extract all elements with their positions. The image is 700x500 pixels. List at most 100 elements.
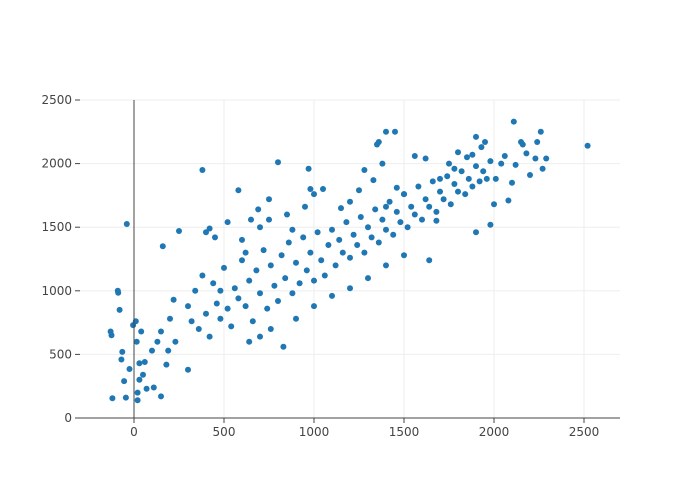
y-tick-label: 0	[64, 411, 72, 425]
data-point	[278, 252, 285, 259]
data-point	[136, 376, 143, 383]
data-point	[343, 219, 350, 226]
y-tick-label: 2000	[41, 157, 72, 171]
data-point	[289, 290, 296, 297]
data-point	[433, 208, 440, 215]
data-point	[482, 139, 488, 145]
data-point	[339, 249, 346, 256]
data-point	[138, 328, 145, 335]
data-point	[426, 203, 433, 210]
data-point	[159, 243, 166, 250]
data-point	[115, 289, 122, 296]
data-point	[361, 167, 368, 173]
data-point	[527, 172, 533, 178]
data-point	[379, 216, 386, 223]
data-points	[107, 118, 591, 404]
data-point	[537, 128, 544, 135]
data-point	[437, 175, 443, 182]
data-point	[455, 188, 461, 195]
data-point	[126, 366, 133, 372]
data-point	[483, 175, 490, 182]
data-point	[267, 262, 274, 269]
data-point	[397, 219, 404, 226]
y-tick-label: 500	[49, 347, 72, 361]
x-tick-label: 1500	[389, 425, 420, 439]
data-point	[392, 128, 398, 135]
data-point	[329, 292, 335, 299]
data-point	[357, 214, 364, 220]
data-point	[185, 303, 191, 310]
data-point	[305, 165, 312, 172]
data-point	[296, 280, 303, 287]
data-point	[321, 272, 328, 279]
data-point	[158, 393, 164, 400]
y-tick-label: 1000	[41, 284, 72, 298]
data-point	[210, 280, 217, 287]
data-point	[375, 239, 382, 246]
data-point	[192, 287, 199, 294]
data-point	[307, 186, 314, 192]
data-point	[492, 175, 499, 182]
data-point	[293, 315, 299, 322]
data-point	[543, 155, 550, 162]
data-point	[235, 187, 242, 194]
data-point	[158, 328, 164, 335]
data-point	[365, 224, 371, 231]
data-point	[271, 282, 278, 289]
data-point	[354, 242, 361, 248]
data-point	[170, 296, 177, 303]
data-point	[165, 347, 172, 354]
data-point	[302, 203, 308, 210]
data-point	[235, 295, 242, 302]
data-point	[370, 177, 377, 184]
data-point	[411, 211, 418, 218]
data-point	[383, 262, 389, 269]
data-point	[444, 173, 451, 180]
data-point	[347, 254, 353, 261]
data-point	[249, 318, 256, 325]
data-point	[264, 305, 271, 312]
data-point	[473, 133, 479, 140]
data-point	[199, 167, 206, 173]
y-tick-label: 1500	[41, 220, 72, 234]
data-point	[253, 267, 260, 274]
data-point	[487, 158, 494, 165]
data-point	[473, 229, 479, 236]
data-point	[451, 181, 458, 187]
data-point	[275, 298, 281, 304]
data-point	[224, 305, 231, 312]
data-point	[203, 229, 209, 236]
data-point	[280, 343, 287, 350]
data-point	[206, 225, 213, 232]
data-point	[512, 161, 519, 168]
data-point	[408, 203, 415, 210]
data-point	[393, 184, 400, 191]
data-point	[440, 196, 447, 203]
data-point	[134, 397, 141, 404]
data-point	[285, 239, 292, 246]
data-point	[311, 277, 317, 284]
data-point	[108, 332, 115, 339]
data-point	[303, 267, 310, 274]
data-point	[469, 151, 476, 158]
data-point	[383, 203, 389, 210]
data-point	[267, 326, 274, 332]
data-point	[109, 395, 116, 402]
data-point	[422, 196, 429, 203]
data-point	[217, 315, 224, 322]
data-point	[122, 394, 129, 401]
data-point	[154, 338, 161, 345]
data-point	[458, 168, 465, 175]
data-point	[119, 348, 126, 355]
data-point	[426, 257, 433, 264]
data-point	[133, 338, 140, 345]
data-point	[141, 359, 148, 365]
data-point	[464, 154, 470, 161]
data-point	[455, 149, 461, 156]
y-tick-labels: 0 500 1000 1500 2000 2500	[41, 93, 80, 425]
x-tick-label: 2500	[569, 425, 600, 439]
data-point	[437, 188, 443, 195]
data-point	[534, 139, 541, 145]
data-point	[293, 259, 299, 266]
data-point	[368, 234, 375, 241]
